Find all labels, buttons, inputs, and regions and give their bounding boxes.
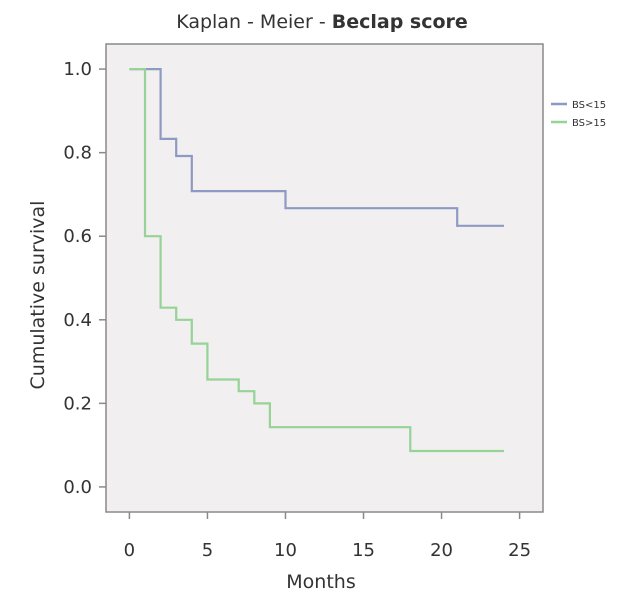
survival-curves	[129, 68, 504, 453]
y-tick-label: 0.2	[63, 393, 92, 414]
plot-area	[105, 43, 544, 513]
y-axis-ticks: 0.0 0.2 0.4 0.6 0.8 1.0	[63, 59, 106, 498]
legend-label: BS<15	[572, 100, 606, 111]
survival-curve-bs-above-15	[129, 68, 504, 453]
x-axis-label: Months	[286, 571, 355, 593]
chart-title: Kaplan - Meier - Beclap score	[176, 11, 468, 33]
chart-title-bold: Beclap score	[332, 11, 468, 33]
legend-label: BS>15	[572, 118, 606, 129]
x-tick-label: 10	[274, 540, 297, 561]
chart-title-prefix: Kaplan - Meier -	[176, 11, 332, 33]
x-tick-label: 25	[508, 540, 531, 561]
y-axis-label: Cumulative survival	[27, 201, 49, 390]
legend: BS<15 BS>15	[551, 100, 606, 129]
y-tick-label: 0.0	[63, 477, 92, 498]
x-axis-ticks: 0 5 10 15 20 25	[124, 512, 531, 561]
survival-curve-bs-below-15	[129, 68, 504, 227]
x-tick-label: 20	[430, 540, 453, 561]
y-tick-label: 0.4	[63, 310, 92, 331]
y-tick-label: 1.0	[63, 59, 92, 80]
y-tick-label: 0.8	[63, 143, 92, 164]
x-tick-label: 15	[352, 540, 375, 561]
x-tick-label: 5	[202, 540, 213, 561]
x-tick-label: 0	[124, 540, 135, 561]
y-tick-label: 0.6	[63, 226, 92, 247]
